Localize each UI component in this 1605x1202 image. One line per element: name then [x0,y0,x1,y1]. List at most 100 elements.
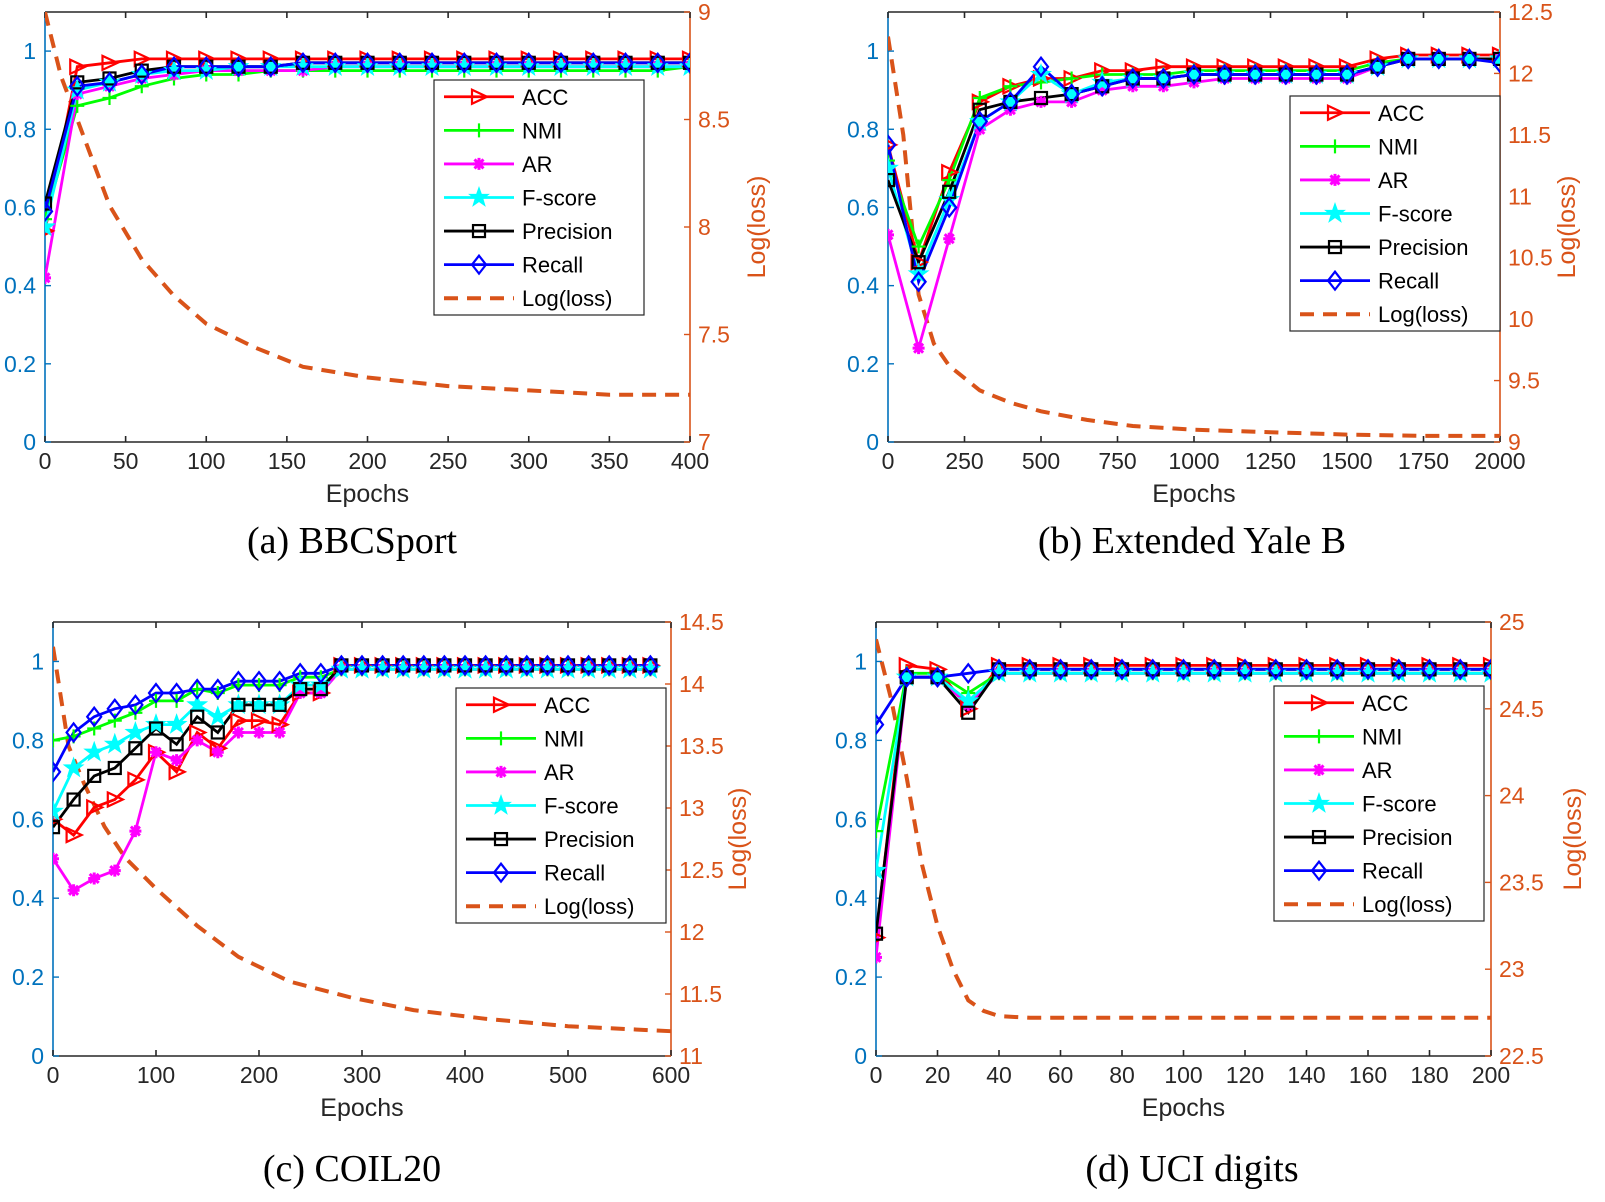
data-point-precision [272,697,287,712]
data-point-ar [273,726,286,739]
legend-marker-recall [470,253,488,276]
x-tick-label: 60 [1048,1062,1074,1088]
data-point-f-score [227,55,250,77]
x-tick-label: 200 [348,448,386,474]
data-point-recall [1063,83,1080,105]
data-point-recall [910,270,927,293]
x-tick-label: 180 [1410,1062,1448,1088]
panel-caption: (c) COIL20 [263,1148,441,1190]
legend-marker-ar [1313,763,1325,776]
data-point-recall [133,63,151,86]
y-right-tick-label: 24 [1499,783,1525,809]
data-point-f-score [206,705,229,727]
data-point-f-score [1183,62,1205,84]
y-left-tick-label: 0.6 [847,194,879,220]
legend-label-acc: ACC [1378,101,1425,126]
x-tick-label: 250 [429,448,467,474]
data-point-precision [1492,51,1500,67]
data-point-ar [294,687,307,700]
x-tick-label: 600 [652,1062,690,1088]
y-left-tick-label: 0.4 [847,273,879,299]
data-point-recall [1185,63,1203,86]
data-point-recall [1032,55,1050,78]
plot-area [53,646,671,1034]
y-right-tick-label: 23.5 [1499,869,1544,895]
data-point-recall [1144,658,1162,681]
data-point-recall [959,662,977,685]
legend-label-acc: ACC [544,693,591,718]
y-left-tick-label: 0 [31,1043,44,1069]
data-point-recall [415,654,433,677]
x-tick-label: 400 [446,1062,484,1088]
legend: ACC NMI AR F-score Precision Recall Log(loss) [433,79,645,316]
chart-panel-4: 0 20 40 60 80 100 120 140 160 180 200 0 0.2 0.4 0.6 0.8… [835,609,1587,1190]
y-left-tick-label: 0.4 [4,273,36,299]
legend-marker-recall [1310,859,1328,882]
data-point-recall [1298,658,1315,681]
y-left-tick-label: 0.2 [835,964,867,990]
data-point-ar [253,726,265,739]
data-point-recall [250,670,268,692]
data-point-f-score [1152,67,1175,88]
legend-marker-ar [495,765,507,778]
x-tick-label: 200 [240,1062,278,1088]
legend-marker-acc [470,88,490,106]
data-point-precision [911,255,926,270]
x-tick-label: 50 [113,448,139,474]
data-point-recall [230,670,247,692]
y-right-tick-label: 11 [1508,183,1532,209]
data-point-f-score [926,665,949,687]
data-point-recall [68,75,86,98]
data-point-recall [1002,91,1019,113]
data-point-recall [1421,658,1438,681]
data-point-f-score [124,721,147,742]
data-point-recall [1359,658,1377,681]
data-point-recall [106,698,124,720]
y-left-tick-label: 0 [854,1043,867,1069]
data-point-recall [333,654,350,677]
data-point-recall [394,654,412,677]
data-point-recall [539,654,556,677]
data-point-recall [559,654,577,677]
legend-marker-f-score [1324,201,1346,223]
data-point-recall [53,761,62,783]
legend-label-ar: AR [1362,758,1393,783]
y-right-tick-label: 11.5 [679,981,722,1007]
legend-label-nmi: NMI [522,118,562,143]
data-point-f-score [145,713,167,734]
y-right-tick-label: 11 [679,1043,703,1069]
data-point-recall [876,713,885,736]
x-tick-label: 100 [187,448,225,474]
data-point-recall [271,670,288,692]
legend-label-precision: Precision [522,219,612,244]
data-point-ar [912,342,925,355]
data-point-recall [1113,658,1131,681]
data-point-precision [1033,90,1049,106]
legend-marker-f-score [490,793,512,815]
data-point-precision [210,725,225,740]
legend-marker-acc [1310,694,1330,712]
y-right-tick-label: 14 [679,671,705,697]
data-point-precision [231,697,246,712]
x-tick-label: 160 [1349,1062,1387,1088]
y-left-tick-label: 0.2 [847,351,879,377]
data-point-recall [359,52,376,74]
x-tick-label: 80 [1109,1062,1135,1088]
data-point-acc [106,790,126,809]
data-point-recall [423,52,441,74]
data-point-recall [600,654,618,677]
legend-label-log-loss: Log(loss) [544,894,634,919]
data-point-recall [552,52,570,74]
y-left-tick-label: 0.2 [12,964,44,990]
y-left-tick-label: 0.8 [835,727,867,753]
legend-marker-acc [1326,104,1346,122]
data-point-f-score [1121,67,1144,88]
x-tick-label: 150 [268,448,306,474]
legend-marker-nmi [472,123,486,138]
legend-label-f-score: F-score [522,186,597,211]
y-right-tick-label: 7.5 [698,322,730,348]
data-point-precision [251,697,267,712]
data-point-recall [1308,63,1325,86]
y-right-tick-label: 10 [1508,306,1534,332]
data-point-f-score [1397,47,1420,69]
